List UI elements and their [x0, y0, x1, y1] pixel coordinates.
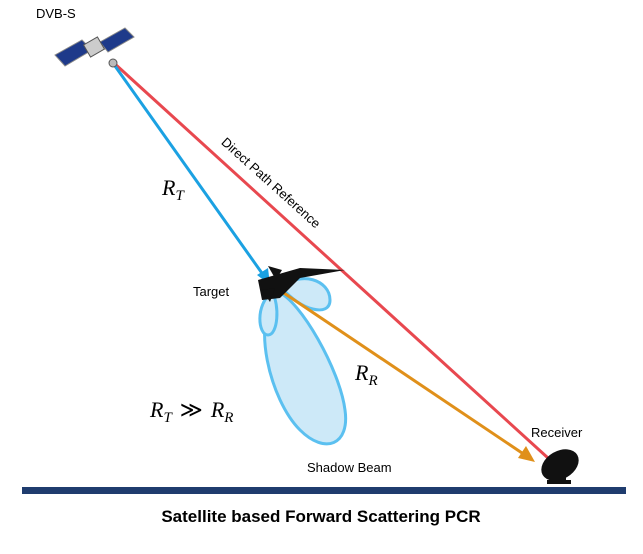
satellite-icon	[55, 28, 134, 67]
symbol: R	[354, 360, 369, 385]
receiver-label: Receiver	[531, 425, 583, 440]
beam-label: Shadow Beam	[307, 460, 392, 475]
caption: Satellite based Forward Scattering PCR	[161, 507, 480, 526]
target-label: Target	[193, 284, 230, 299]
subscript: R	[223, 410, 233, 426]
range-tx: RT	[161, 175, 185, 204]
symbol: R	[210, 397, 225, 422]
symbol: R	[161, 175, 176, 200]
arrow-head	[518, 446, 535, 462]
symbol: R	[149, 397, 164, 422]
direct-path-label: Direct Path Reference	[218, 134, 323, 231]
relation: RT≫RR	[149, 397, 233, 426]
diagram: DVB-S Direct Path Reference RT Target RR…	[0, 0, 643, 554]
range-rx: RR	[354, 360, 378, 389]
satellite-label: DVB-S	[36, 6, 76, 21]
subscript: R	[367, 373, 377, 389]
operator: ≫	[180, 397, 203, 422]
tx-path	[115, 66, 264, 276]
beam-lobes	[260, 279, 346, 444]
subscript: T	[175, 188, 185, 204]
receiver-icon	[536, 443, 585, 487]
subscript: T	[163, 410, 173, 426]
divider-bar	[22, 487, 626, 494]
